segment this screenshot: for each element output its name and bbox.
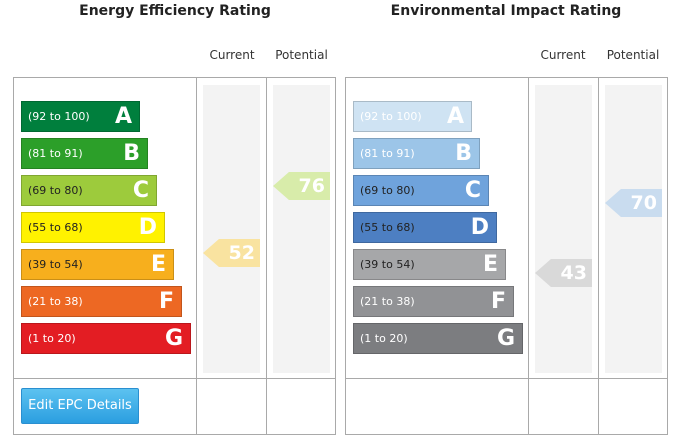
- environment-band-a: (92 to 100) A: [353, 101, 472, 132]
- band-letter: A: [114, 104, 132, 129]
- band-letter: F: [158, 289, 174, 314]
- band-range-label: (21 to 38): [28, 295, 83, 308]
- energy-potential-value: 76: [298, 175, 325, 197]
- current-column-track: [203, 85, 260, 373]
- potential-column-track: [273, 85, 330, 373]
- band-range-label: (81 to 91): [28, 147, 83, 160]
- divider: [598, 78, 599, 434]
- energy-band-a: (92 to 100) A: [21, 101, 140, 132]
- band-range-label: (39 to 54): [28, 258, 83, 271]
- band-range-label: (55 to 68): [28, 221, 83, 234]
- energy-band-e: (39 to 54) E: [21, 249, 174, 280]
- environmental-rating-panel: (92 to 100) A (81 to 91) B (69 to 80) C (55 to…: [345, 77, 668, 435]
- band-range-label: (55 to 68): [360, 221, 415, 234]
- band-letter: B: [123, 141, 140, 166]
- energy-band-b: (81 to 91) B: [21, 138, 148, 169]
- band-letter: C: [132, 178, 149, 203]
- divider: [196, 78, 197, 434]
- environmental-impact-title: Environmental Impact Rating: [390, 3, 622, 19]
- environment-band-d: (55 to 68) D: [353, 212, 497, 243]
- band-range-label: (1 to 20): [360, 332, 408, 345]
- environment-band-f: (21 to 38) F: [353, 286, 514, 317]
- band-letter: G: [164, 326, 183, 351]
- energy-current-header: Current: [209, 48, 255, 62]
- band-letter: G: [496, 326, 515, 351]
- band-range-label: (81 to 91): [360, 147, 415, 160]
- environment-current-value: 43: [560, 262, 587, 284]
- edit-epc-details-button[interactable]: Edit EPC Details: [21, 388, 139, 424]
- band-letter: D: [138, 215, 157, 240]
- band-letter: E: [482, 252, 498, 277]
- environment-band-c: (69 to 80) C: [353, 175, 489, 206]
- environment-current-header: Current: [540, 48, 586, 62]
- current-column-track: [535, 85, 592, 373]
- band-letter: F: [490, 289, 506, 314]
- band-range-label: (92 to 100): [28, 110, 90, 123]
- band-letter: A: [446, 104, 464, 129]
- band-range-label: (69 to 80): [28, 184, 83, 197]
- divider: [14, 378, 335, 379]
- energy-rating-panel: (92 to 100) A (81 to 91) B (69 to 80) C (55 to…: [13, 77, 336, 435]
- band-range-label: (69 to 80): [360, 184, 415, 197]
- energy-current-value: 52: [228, 242, 255, 264]
- energy-band-c: (69 to 80) C: [21, 175, 157, 206]
- band-range-label: (1 to 20): [28, 332, 76, 345]
- energy-potential-header: Potential: [275, 48, 328, 62]
- band-range-label: (92 to 100): [360, 110, 422, 123]
- energy-efficiency-title: Energy Efficiency Rating: [79, 3, 271, 19]
- band-letter: B: [455, 141, 472, 166]
- band-range-label: (39 to 54): [360, 258, 415, 271]
- band-letter: E: [150, 252, 166, 277]
- environment-band-e: (39 to 54) E: [353, 249, 506, 280]
- environment-band-g: (1 to 20) G: [353, 323, 523, 354]
- divider: [346, 378, 667, 379]
- divider: [266, 78, 267, 434]
- energy-band-g: (1 to 20) G: [21, 323, 191, 354]
- energy-band-d: (55 to 68) D: [21, 212, 165, 243]
- band-range-label: (21 to 38): [360, 295, 415, 308]
- band-letter: D: [470, 215, 489, 240]
- band-letter: C: [464, 178, 481, 203]
- environment-band-b: (81 to 91) B: [353, 138, 480, 169]
- environment-potential-header: Potential: [606, 48, 660, 62]
- potential-column-track: [605, 85, 662, 373]
- energy-band-f: (21 to 38) F: [21, 286, 182, 317]
- environment-potential-value: 70: [630, 192, 657, 214]
- divider: [528, 78, 529, 434]
